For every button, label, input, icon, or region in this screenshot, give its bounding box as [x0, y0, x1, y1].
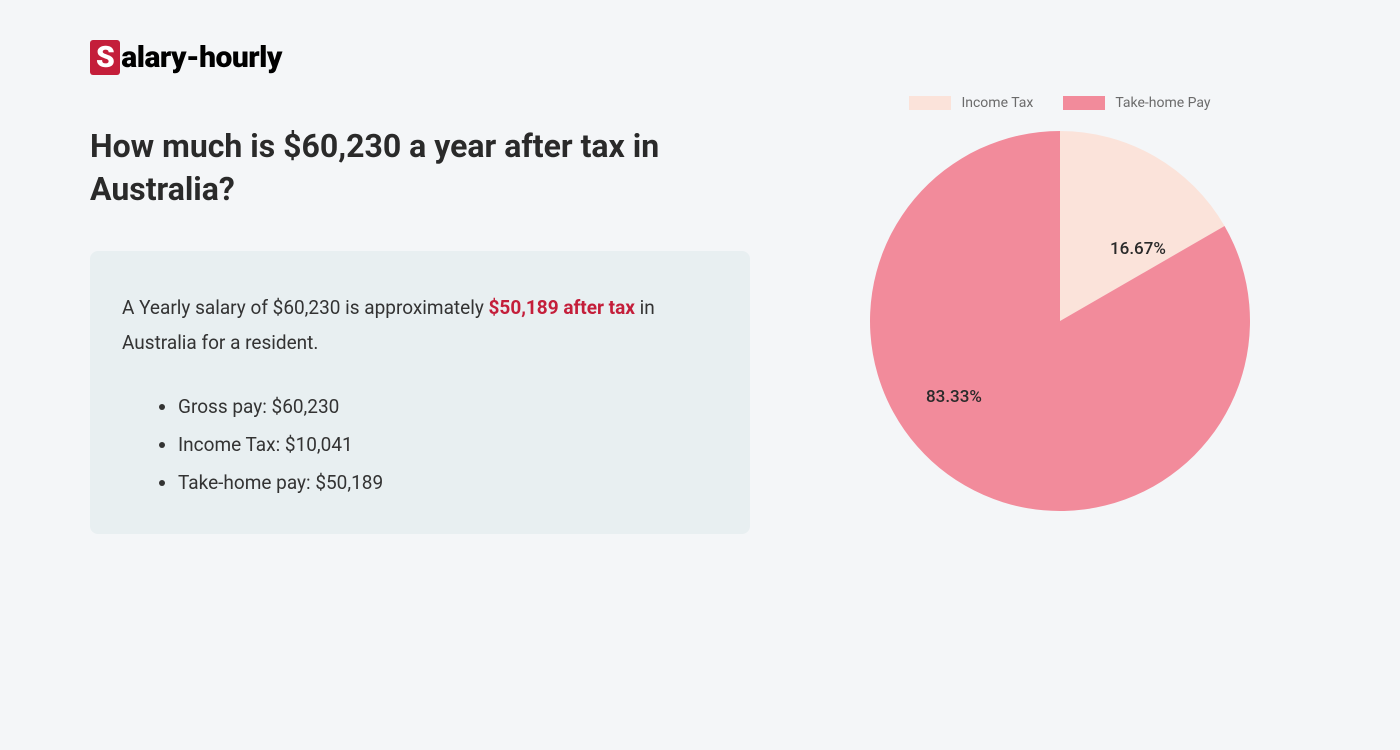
logo-s-badge: S: [90, 40, 120, 75]
legend-swatch-take-home: [1063, 96, 1105, 110]
pie-label-income-tax: 16.67%: [1110, 239, 1166, 259]
chart-column: Income Tax Take-home Pay 16.67% 83.33%: [850, 95, 1270, 511]
bullet-take-home: Take-home pay: $50,189: [178, 464, 718, 502]
legend-label-take-home: Take-home Pay: [1115, 95, 1210, 111]
bullet-list: Gross pay: $60,230 Income Tax: $10,041 T…: [122, 388, 718, 502]
pie-chart: 16.67% 83.33%: [870, 131, 1250, 511]
legend-swatch-income-tax: [909, 96, 951, 110]
bullet-income-tax: Income Tax: $10,041: [178, 426, 718, 464]
pie-svg: [870, 131, 1250, 511]
page-heading: How much is $60,230 a year after tax in …: [90, 125, 750, 211]
legend-label-income-tax: Income Tax: [961, 95, 1033, 111]
site-logo: Salary-hourly: [90, 40, 1310, 75]
summary-prefix: A Yearly salary of $60,230 is approximat…: [122, 296, 489, 319]
content-row: How much is $60,230 a year after tax in …: [90, 125, 1310, 534]
bullet-gross-pay: Gross pay: $60,230: [178, 388, 718, 426]
summary-text: A Yearly salary of $60,230 is approximat…: [122, 291, 718, 359]
logo-text: alary-hourly: [121, 40, 282, 75]
summary-box: A Yearly salary of $60,230 is approximat…: [90, 251, 750, 533]
legend-item-income-tax: Income Tax: [909, 95, 1033, 111]
pie-label-take-home: 83.33%: [926, 387, 982, 407]
legend-item-take-home: Take-home Pay: [1063, 95, 1210, 111]
chart-legend: Income Tax Take-home Pay: [850, 95, 1270, 111]
left-column: How much is $60,230 a year after tax in …: [90, 125, 750, 534]
summary-highlight: $50,189 after tax: [489, 296, 635, 319]
